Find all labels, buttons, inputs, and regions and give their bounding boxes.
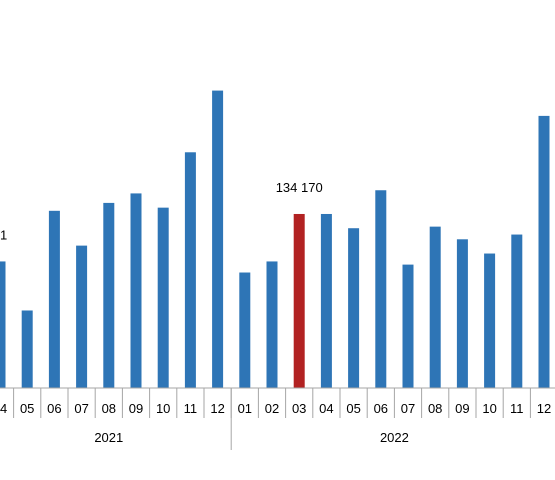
tick-label-09: 09 (455, 401, 469, 416)
bar-04-0 (0, 261, 6, 388)
tick-label-01: 01 (238, 401, 252, 416)
x-axis-ticks (13, 388, 531, 418)
bar-07-15 (402, 264, 414, 388)
bar-08-4 (103, 202, 115, 388)
tick-label-03: 03 (292, 401, 306, 416)
bar-10-18 (484, 253, 496, 388)
bars (0, 90, 550, 389)
data-label-0: 41 (0, 227, 7, 242)
bar-09-17 (456, 239, 468, 388)
tick-label-05: 05 (346, 401, 360, 416)
tick-label-04: 04 (319, 401, 333, 416)
bar-06-2 (48, 210, 60, 388)
tick-label-12: 12 (210, 401, 224, 416)
tick-label-07: 07 (401, 401, 415, 416)
tick-label-12: 12 (537, 401, 551, 416)
tick-label-10: 10 (482, 401, 496, 416)
bar-04-12 (320, 213, 332, 388)
tick-label-10: 10 (156, 401, 170, 416)
bar-05-13 (348, 228, 360, 388)
tick-label-06: 06 (374, 401, 388, 416)
tick-label-02: 02 (265, 401, 279, 416)
tick-label-11: 11 (184, 401, 198, 416)
bar-02-10 (266, 261, 278, 388)
tick-label-08: 08 (428, 401, 442, 416)
year-labels: 2021 2022 (94, 388, 409, 450)
year-label-2021: 2021 (94, 430, 123, 445)
data-label-11: 134 170 (276, 180, 323, 195)
tick-label-05: 05 (20, 401, 34, 416)
bar-10-6 (157, 207, 169, 388)
year-label-2022: 2022 (380, 430, 409, 445)
bar-06-14 (375, 190, 387, 388)
bar-11-7 (184, 152, 196, 388)
bar-08-16 (429, 226, 441, 388)
tick-label-09: 09 (129, 401, 143, 416)
bar-12-20 (538, 115, 550, 389)
bar-05-1 (21, 310, 33, 388)
tick-label-07: 07 (74, 401, 88, 416)
bar-03-11 (293, 213, 305, 388)
bar-01-9 (239, 272, 251, 388)
bar-12-8 (212, 90, 224, 389)
tick-label-11: 11 (510, 401, 524, 416)
tick-label-08: 08 (102, 401, 116, 416)
tick-label-06: 06 (47, 401, 61, 416)
x-axis-tick-labels: 04 05 06 07 08 09 10 11 12 01 02 03 04 05 06 07 08 09 10 11… (0, 401, 551, 416)
data-labels: 41 134 170 (0, 180, 323, 242)
bar-11-19 (511, 234, 523, 388)
tick-label-04: 04 (0, 401, 7, 416)
bar-07-3 (76, 245, 88, 388)
bar-09-5 (130, 193, 142, 388)
